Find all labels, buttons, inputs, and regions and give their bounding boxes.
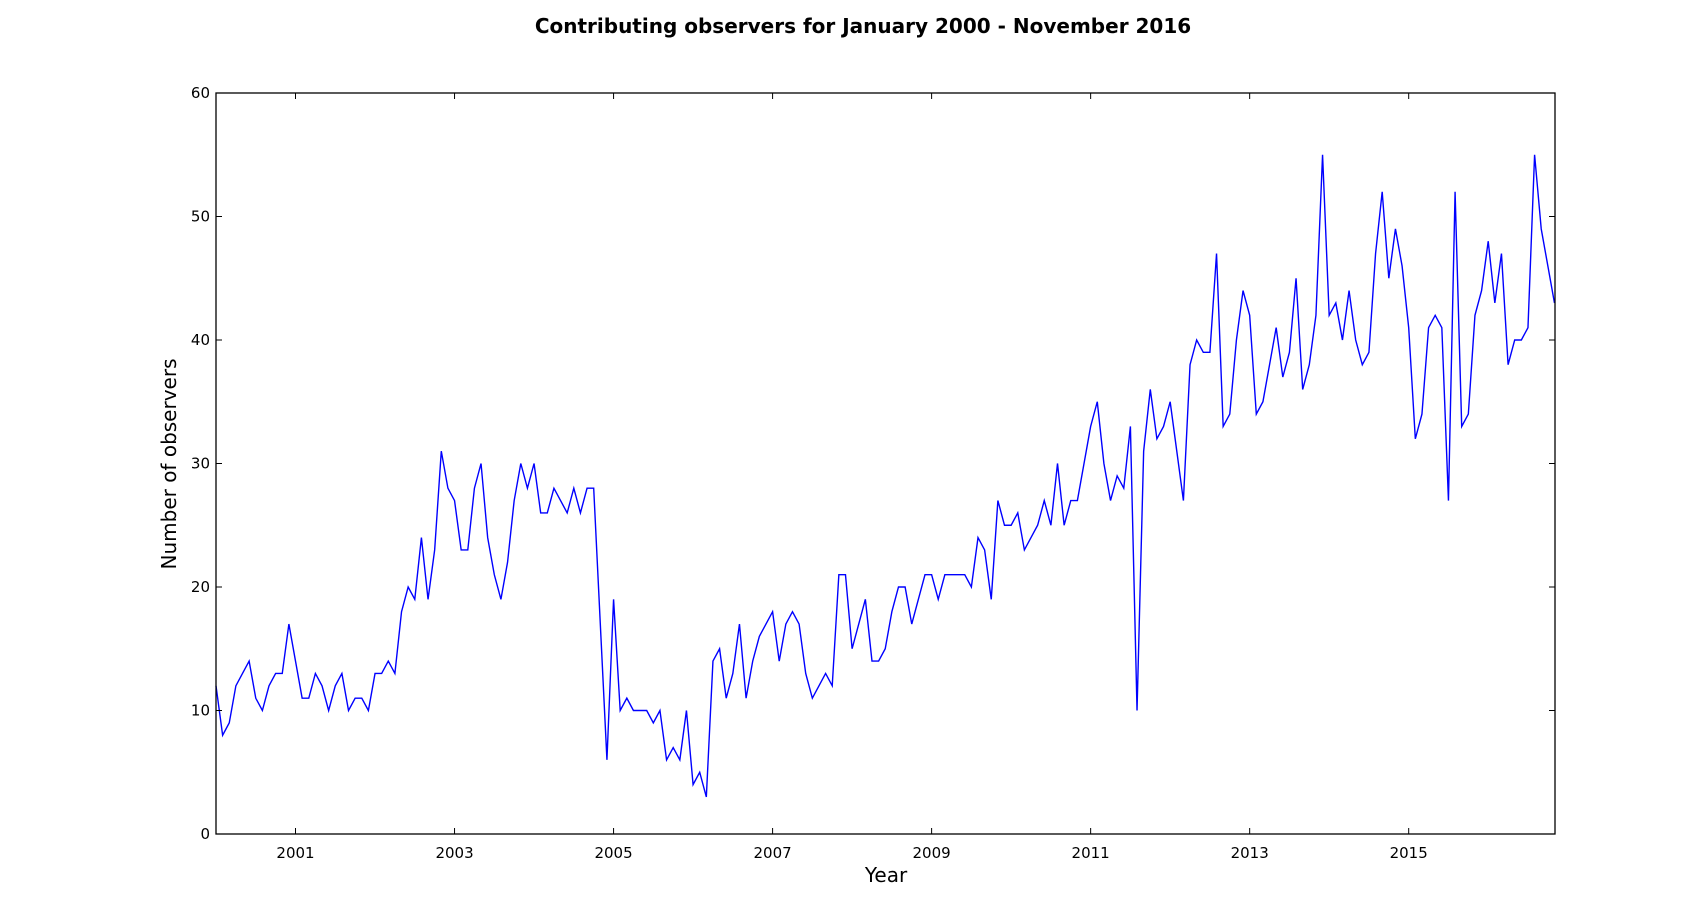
x-tick-label: 2001 [276,844,314,862]
y-tick-label: 30 [191,455,210,473]
x-tick-label: 2003 [435,844,473,862]
x-axis-label: Year [864,863,908,887]
series-line [215,154,1556,798]
y-tick-label: 0 [200,825,210,843]
chart-title: Contributing observers for January 2000 … [535,14,1191,38]
x-tick-label: 2015 [1390,844,1428,862]
x-tick-label: 2007 [753,844,791,862]
y-axis-label: Number of observers [157,359,181,570]
axes-frame [215,92,1556,835]
x-tick-label: 2005 [594,844,632,862]
x-axis: 2001 2003 2005 2007 2009 2011 2013 2015 [276,93,1428,862]
y-tick-label: 60 [191,84,210,102]
y-axis: 0 10 20 30 40 50 60 [191,84,1555,843]
x-tick-label: 2013 [1231,844,1269,862]
y-tick-label: 50 [191,208,210,226]
x-tick-label: 2009 [913,844,951,862]
y-tick-label: 10 [191,702,210,720]
y-tick-label: 40 [191,331,210,349]
plot-area [215,154,1556,798]
y-tick-label: 20 [191,578,210,596]
x-tick-label: 2011 [1072,844,1110,862]
